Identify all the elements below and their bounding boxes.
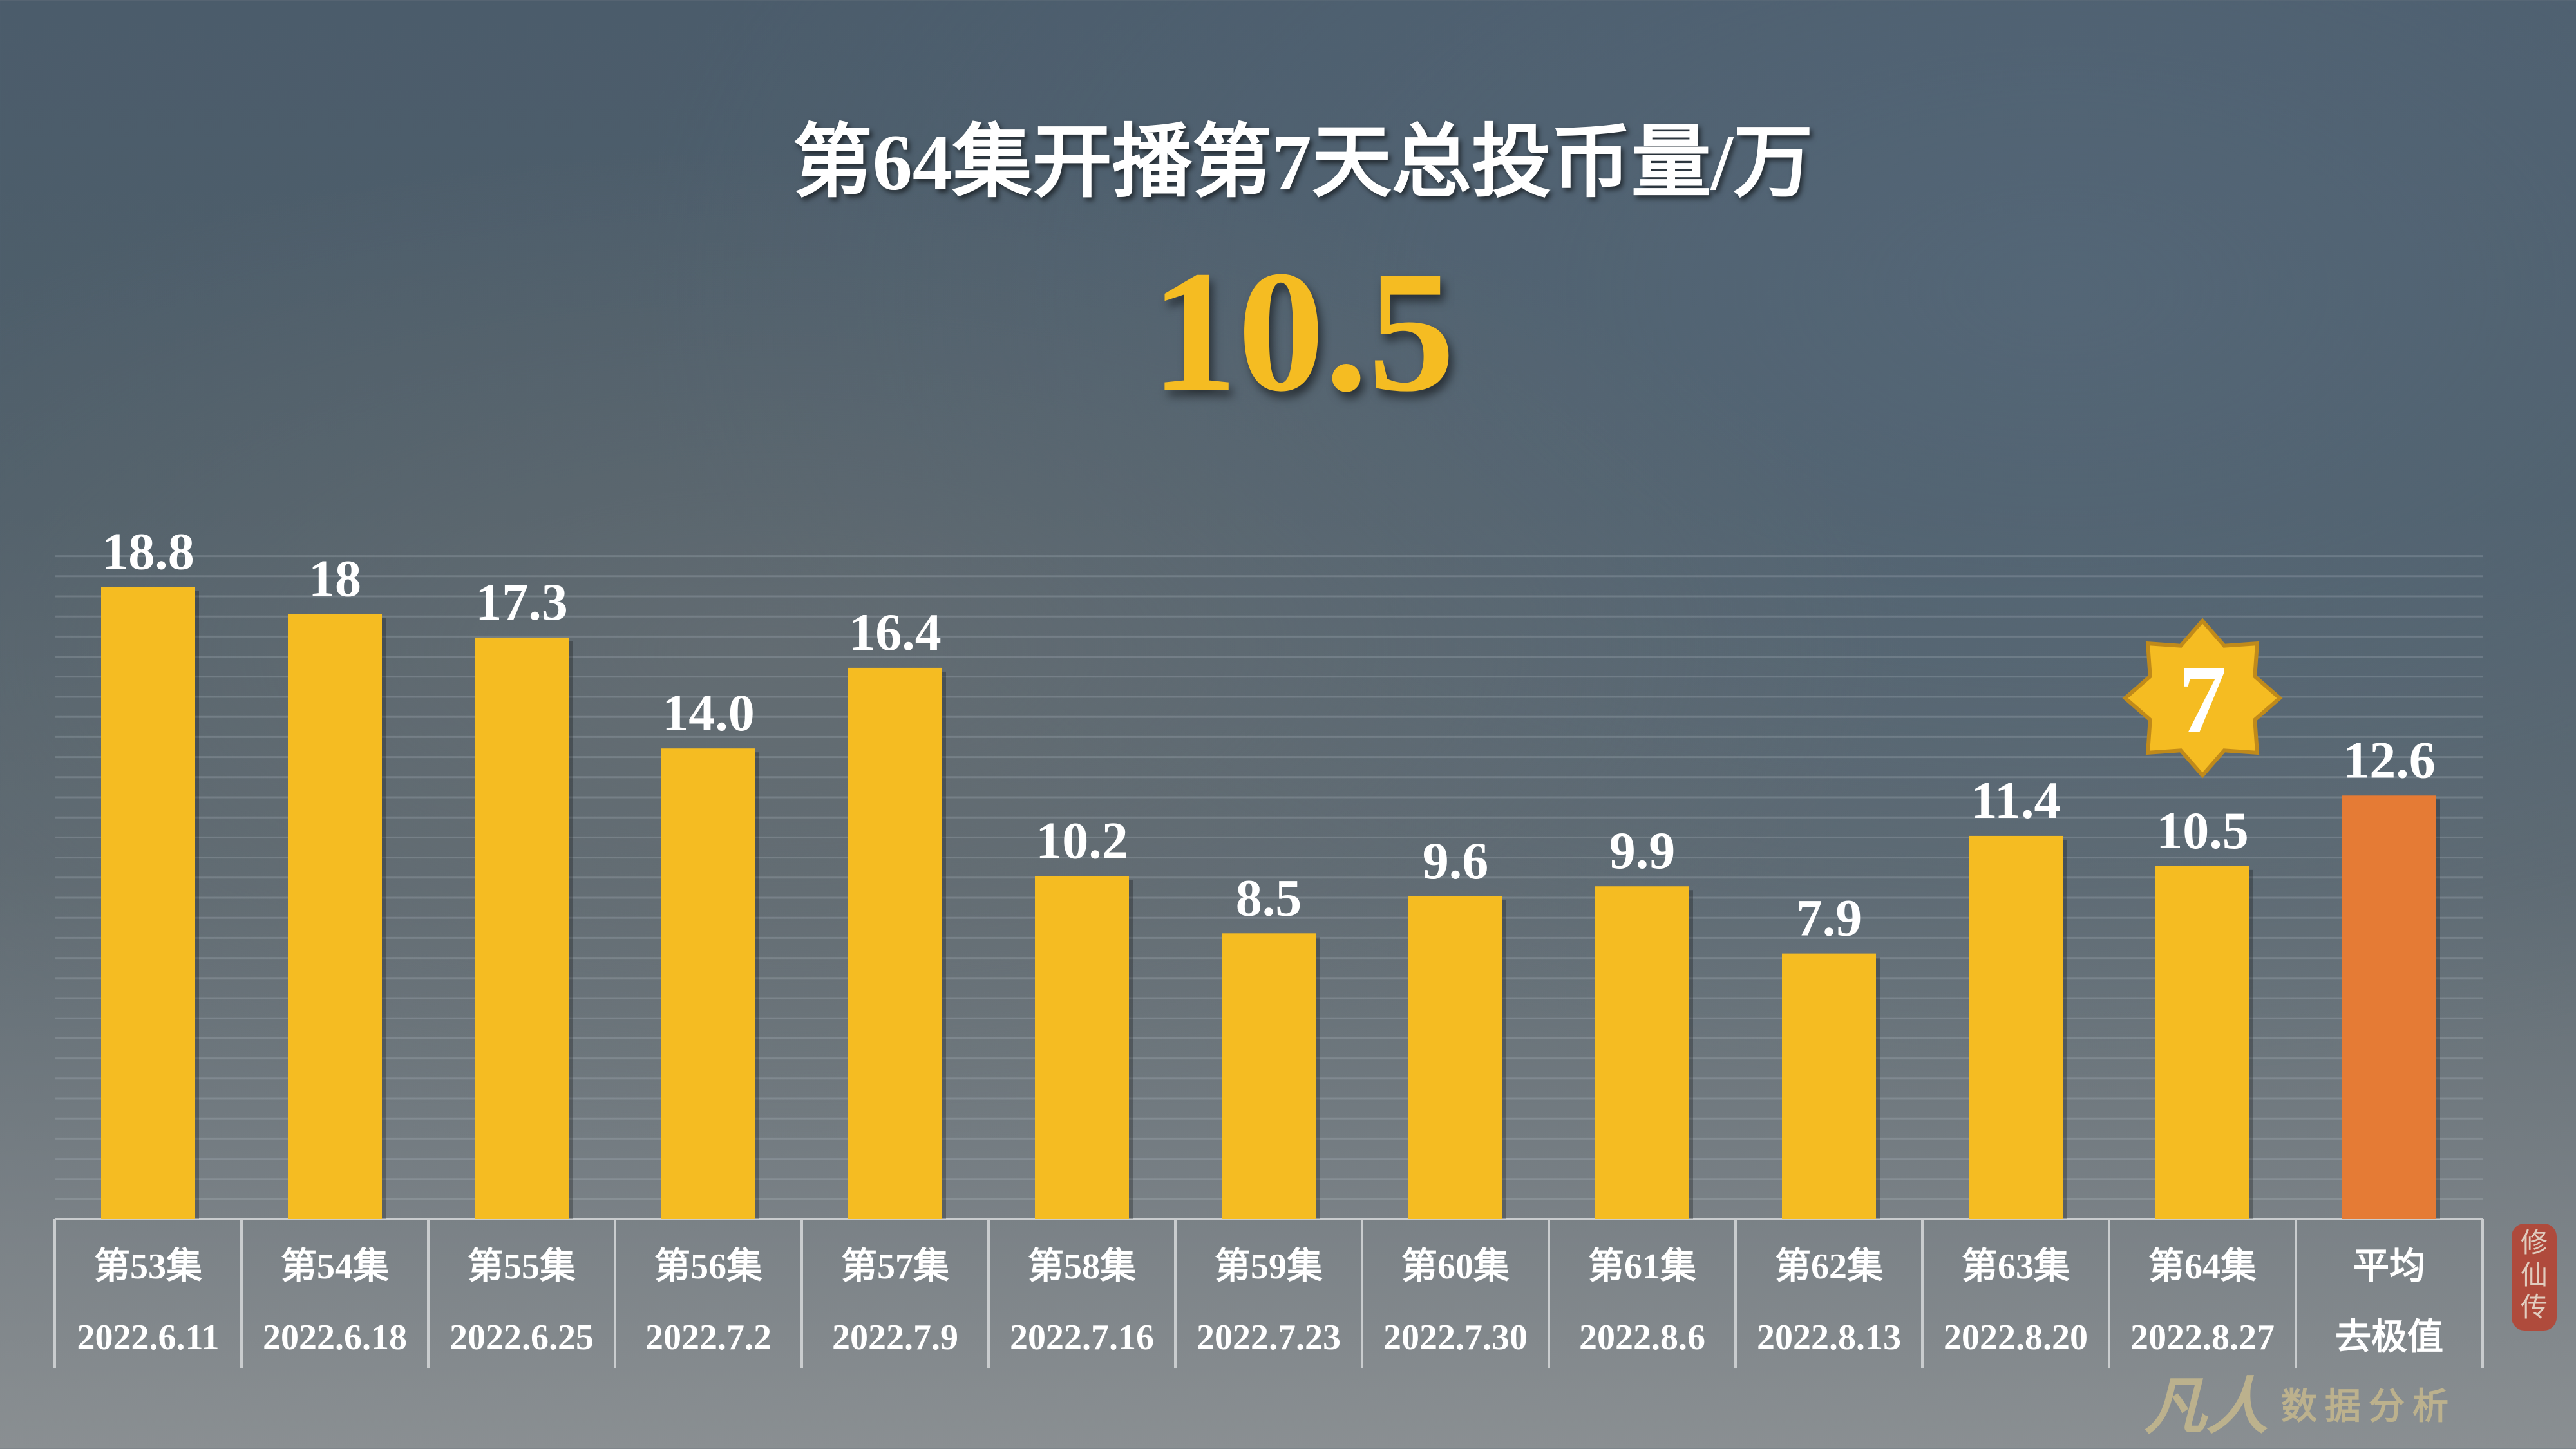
date-label: 2022.6.25	[450, 1318, 594, 1358]
data-label: 17.3	[475, 573, 568, 631]
date-label: 去极值	[2335, 1318, 2443, 1358]
bar	[661, 748, 755, 1219]
highlight-value: 10.5	[1150, 235, 1455, 428]
watermark-subtitle: 数据分析	[2281, 1387, 2456, 1427]
category-label: 第55集	[468, 1247, 576, 1287]
category-label: 平均	[2353, 1247, 2425, 1287]
bar	[1782, 953, 1876, 1219]
date-label: 2022.8.20	[1944, 1318, 2088, 1358]
category-label: 第58集	[1028, 1247, 1136, 1287]
bar	[1222, 933, 1316, 1219]
date-label: 2022.8.13	[1757, 1318, 1901, 1358]
data-label: 7.9	[1796, 889, 1862, 947]
date-label: 2022.6.11	[77, 1318, 220, 1358]
category-label: 第63集	[1962, 1247, 2070, 1287]
date-label: 2022.7.30	[1383, 1318, 1528, 1358]
category-label: 第53集	[94, 1247, 202, 1287]
data-label: 16.4	[849, 603, 942, 661]
category-label: 第60集	[1401, 1247, 1510, 1287]
date-label: 2022.7.23	[1197, 1318, 1341, 1358]
date-label: 2022.7.2	[645, 1318, 772, 1358]
watermark-logo: 凡人 数据分析	[2145, 1372, 2456, 1443]
date-label: 2022.7.16	[1010, 1318, 1154, 1358]
category-label: 第62集	[1775, 1247, 1883, 1287]
bar	[848, 667, 942, 1219]
data-label: 10.2	[1036, 811, 1128, 870]
chart-title: 第64集开播第7天总投币量/万	[792, 118, 1814, 207]
category-label: 第64集	[2148, 1247, 2257, 1287]
data-label: 11.4	[1971, 771, 2061, 829]
data-label: 18	[308, 549, 361, 607]
average-bar	[2342, 795, 2436, 1219]
bar	[101, 587, 195, 1219]
category-label: 第57集	[841, 1247, 949, 1287]
data-label: 18.8	[102, 522, 194, 581]
data-label: 8.5	[1236, 868, 1302, 927]
category-label: 第59集	[1215, 1247, 1323, 1287]
bar	[475, 637, 569, 1219]
date-label: 2022.8.6	[1579, 1318, 1705, 1358]
data-label: 12.6	[2343, 730, 2436, 789]
data-label: 9.9	[1609, 821, 1676, 880]
bar	[2155, 866, 2249, 1219]
bar	[1035, 876, 1129, 1219]
category-label: 第54集	[281, 1247, 389, 1287]
data-label: 14.0	[662, 683, 755, 742]
date-label: 2022.7.9	[832, 1318, 958, 1358]
category-label: 第61集	[1588, 1247, 1696, 1287]
date-label: 2022.6.18	[263, 1318, 407, 1358]
watermark-logo-text: 凡人	[2145, 1372, 2268, 1441]
rank-badge-text: 7	[2179, 646, 2227, 753]
bar	[1408, 896, 1502, 1219]
category-label: 第56集	[654, 1247, 762, 1287]
bar	[1595, 886, 1689, 1219]
data-label: 10.5	[2156, 801, 2249, 860]
bar	[1969, 835, 2063, 1219]
bar	[288, 614, 382, 1219]
data-label: 9.6	[1423, 831, 1489, 890]
date-label: 2022.8.27	[2130, 1318, 2275, 1358]
seal-stamp: 修仙传	[2512, 1224, 2557, 1331]
rank-badge-star	[2122, 618, 2283, 779]
